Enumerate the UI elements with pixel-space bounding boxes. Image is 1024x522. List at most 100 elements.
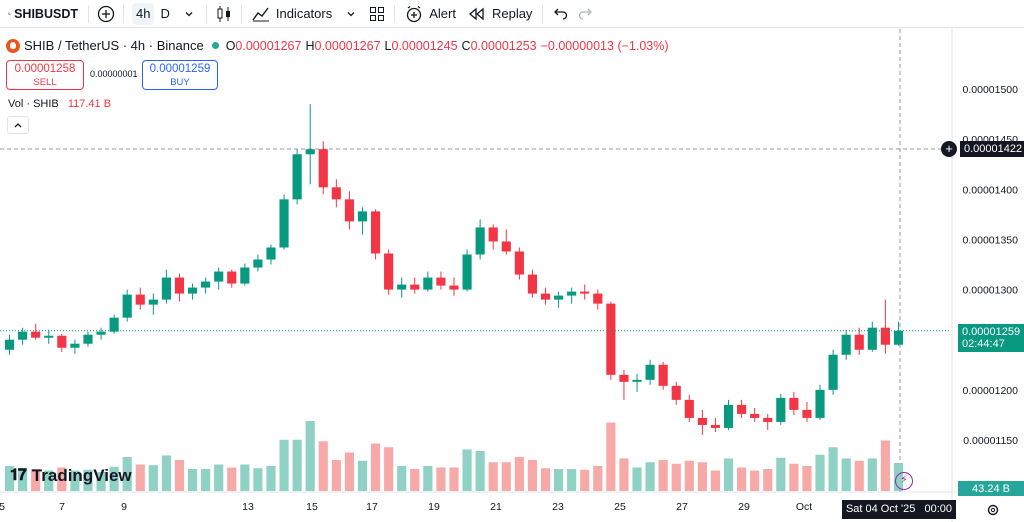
volume-bar (331, 460, 341, 491)
candle-body (331, 187, 341, 200)
candle-body (802, 409, 812, 418)
shib-logo-icon (6, 38, 20, 53)
volume-bar (658, 460, 668, 491)
volume-bar (514, 457, 524, 491)
redo-button[interactable] (573, 0, 599, 28)
divider (205, 4, 207, 23)
candle-body (645, 364, 655, 380)
candle-body (580, 291, 590, 294)
replay-label: Replay (491, 6, 533, 21)
indicators-icon (252, 7, 269, 21)
buy-button[interactable]: 0.00001259 BUY (142, 60, 218, 90)
candle-body (619, 374, 629, 382)
compare-button[interactable] (93, 0, 119, 28)
candle-body (174, 277, 185, 294)
buy-label: BUY (170, 77, 190, 88)
candle-body (305, 149, 315, 155)
last-price-label: 0.00001259 02:44:47 (958, 324, 1024, 352)
volume-bar (109, 466, 119, 491)
replay-button[interactable]: Replay (462, 0, 538, 28)
candle-body (462, 254, 472, 290)
undo-icon (554, 8, 568, 20)
time-tick-label: 25 (614, 501, 626, 513)
volume-bar (423, 466, 433, 491)
candle-body (135, 294, 145, 305)
candle-body (697, 417, 707, 425)
candle-body (318, 149, 328, 188)
candle-body (893, 330, 904, 345)
volume-bar (763, 469, 773, 491)
volume-bar (867, 458, 877, 491)
candle-body (658, 364, 668, 386)
candle-body (344, 199, 354, 222)
volume-bar (789, 463, 799, 491)
volume-bar (18, 468, 28, 491)
change-value: −0.00000013 (−1.03%) (540, 38, 669, 53)
redo-icon (579, 8, 593, 20)
candle-body (397, 284, 407, 290)
indicators-label: Indicators (275, 6, 333, 21)
series-legend: SHIB / TetherUS · 4h · Binance O 0.00001… (6, 38, 673, 53)
close-label: C (461, 38, 471, 53)
candle-body (384, 253, 394, 290)
volume-bar (174, 460, 185, 491)
volume-bar (4, 466, 15, 491)
volume-bar (266, 466, 276, 491)
candle-body (44, 335, 54, 338)
sell-price: 0.00001258 (14, 63, 76, 75)
timeframe-dropdown[interactable] (176, 0, 202, 28)
volume-bar (83, 469, 93, 491)
candle-body (279, 199, 289, 248)
candle-body (109, 317, 119, 332)
buy-price: 0.00001259 (149, 63, 211, 75)
volume-bar (214, 464, 224, 491)
alert-button[interactable]: Alert (399, 0, 462, 28)
volume-label: Vol · SHIB (8, 98, 59, 110)
timeframe-d[interactable]: D (160, 6, 170, 21)
chart-pane[interactable]: 0.000015000.000014500.000014000.00001350… (0, 29, 1024, 522)
undo-button[interactable] (547, 0, 573, 28)
volume-bar (593, 466, 603, 491)
volume-bar (697, 462, 707, 491)
time-tick-label: 21 (490, 501, 502, 513)
top-toolbar: SHIBUSDT 4h D Indicators Alert Replay (0, 0, 1024, 28)
add-alert-plus-icon[interactable]: + (941, 141, 957, 157)
indicators-button[interactable]: Indicators (246, 0, 338, 28)
volume-bar (750, 470, 760, 491)
templates-button[interactable] (364, 0, 390, 28)
open-value: 0.00001267 (235, 38, 302, 53)
time-tick-label: 23 (552, 501, 564, 513)
chart-type-button[interactable] (211, 0, 237, 28)
series-title[interactable]: SHIB / TetherUS · 4h · Binance (24, 38, 204, 53)
candle-body (253, 259, 263, 268)
lightning-icon[interactable]: ⚡ (895, 472, 913, 490)
volume-bar (70, 470, 80, 491)
indicators-dropdown[interactable] (338, 0, 364, 28)
volume-bar (96, 472, 106, 491)
candle-body (423, 277, 433, 290)
gear-icon[interactable] (986, 503, 1000, 517)
symbol-search[interactable]: SHIBUSDT (0, 0, 84, 28)
crosshair-date: Sat 04 Oct '25 (845, 503, 916, 515)
volume-bar (292, 439, 302, 491)
time-tick-label: 7 (59, 501, 65, 513)
candle-body (763, 417, 773, 422)
price-tick-label: 0.00001200 (963, 385, 1019, 397)
candle-body (70, 343, 80, 348)
tradingview-logo[interactable]: 𝟏𝟕 TradingView (10, 466, 132, 486)
sell-label: SELL (33, 77, 57, 88)
collapse-legend-button[interactable] (7, 116, 29, 134)
volume-bar (410, 469, 420, 491)
candle-body (161, 277, 171, 300)
high-label: H (305, 38, 315, 53)
price-chart[interactable]: 0.000015000.000014500.000014000.00001350… (0, 29, 1024, 522)
volume-bar (880, 440, 890, 491)
volume-bar (684, 460, 694, 491)
market-status-dot (211, 42, 219, 49)
timeframe-4h[interactable]: 4h (132, 2, 155, 25)
volume-bar (436, 467, 446, 491)
candle-body (710, 424, 721, 428)
time-tick-label: 27 (676, 501, 688, 513)
sell-button[interactable]: 0.00001258 SELL (6, 60, 84, 90)
volume-bar (737, 467, 747, 491)
